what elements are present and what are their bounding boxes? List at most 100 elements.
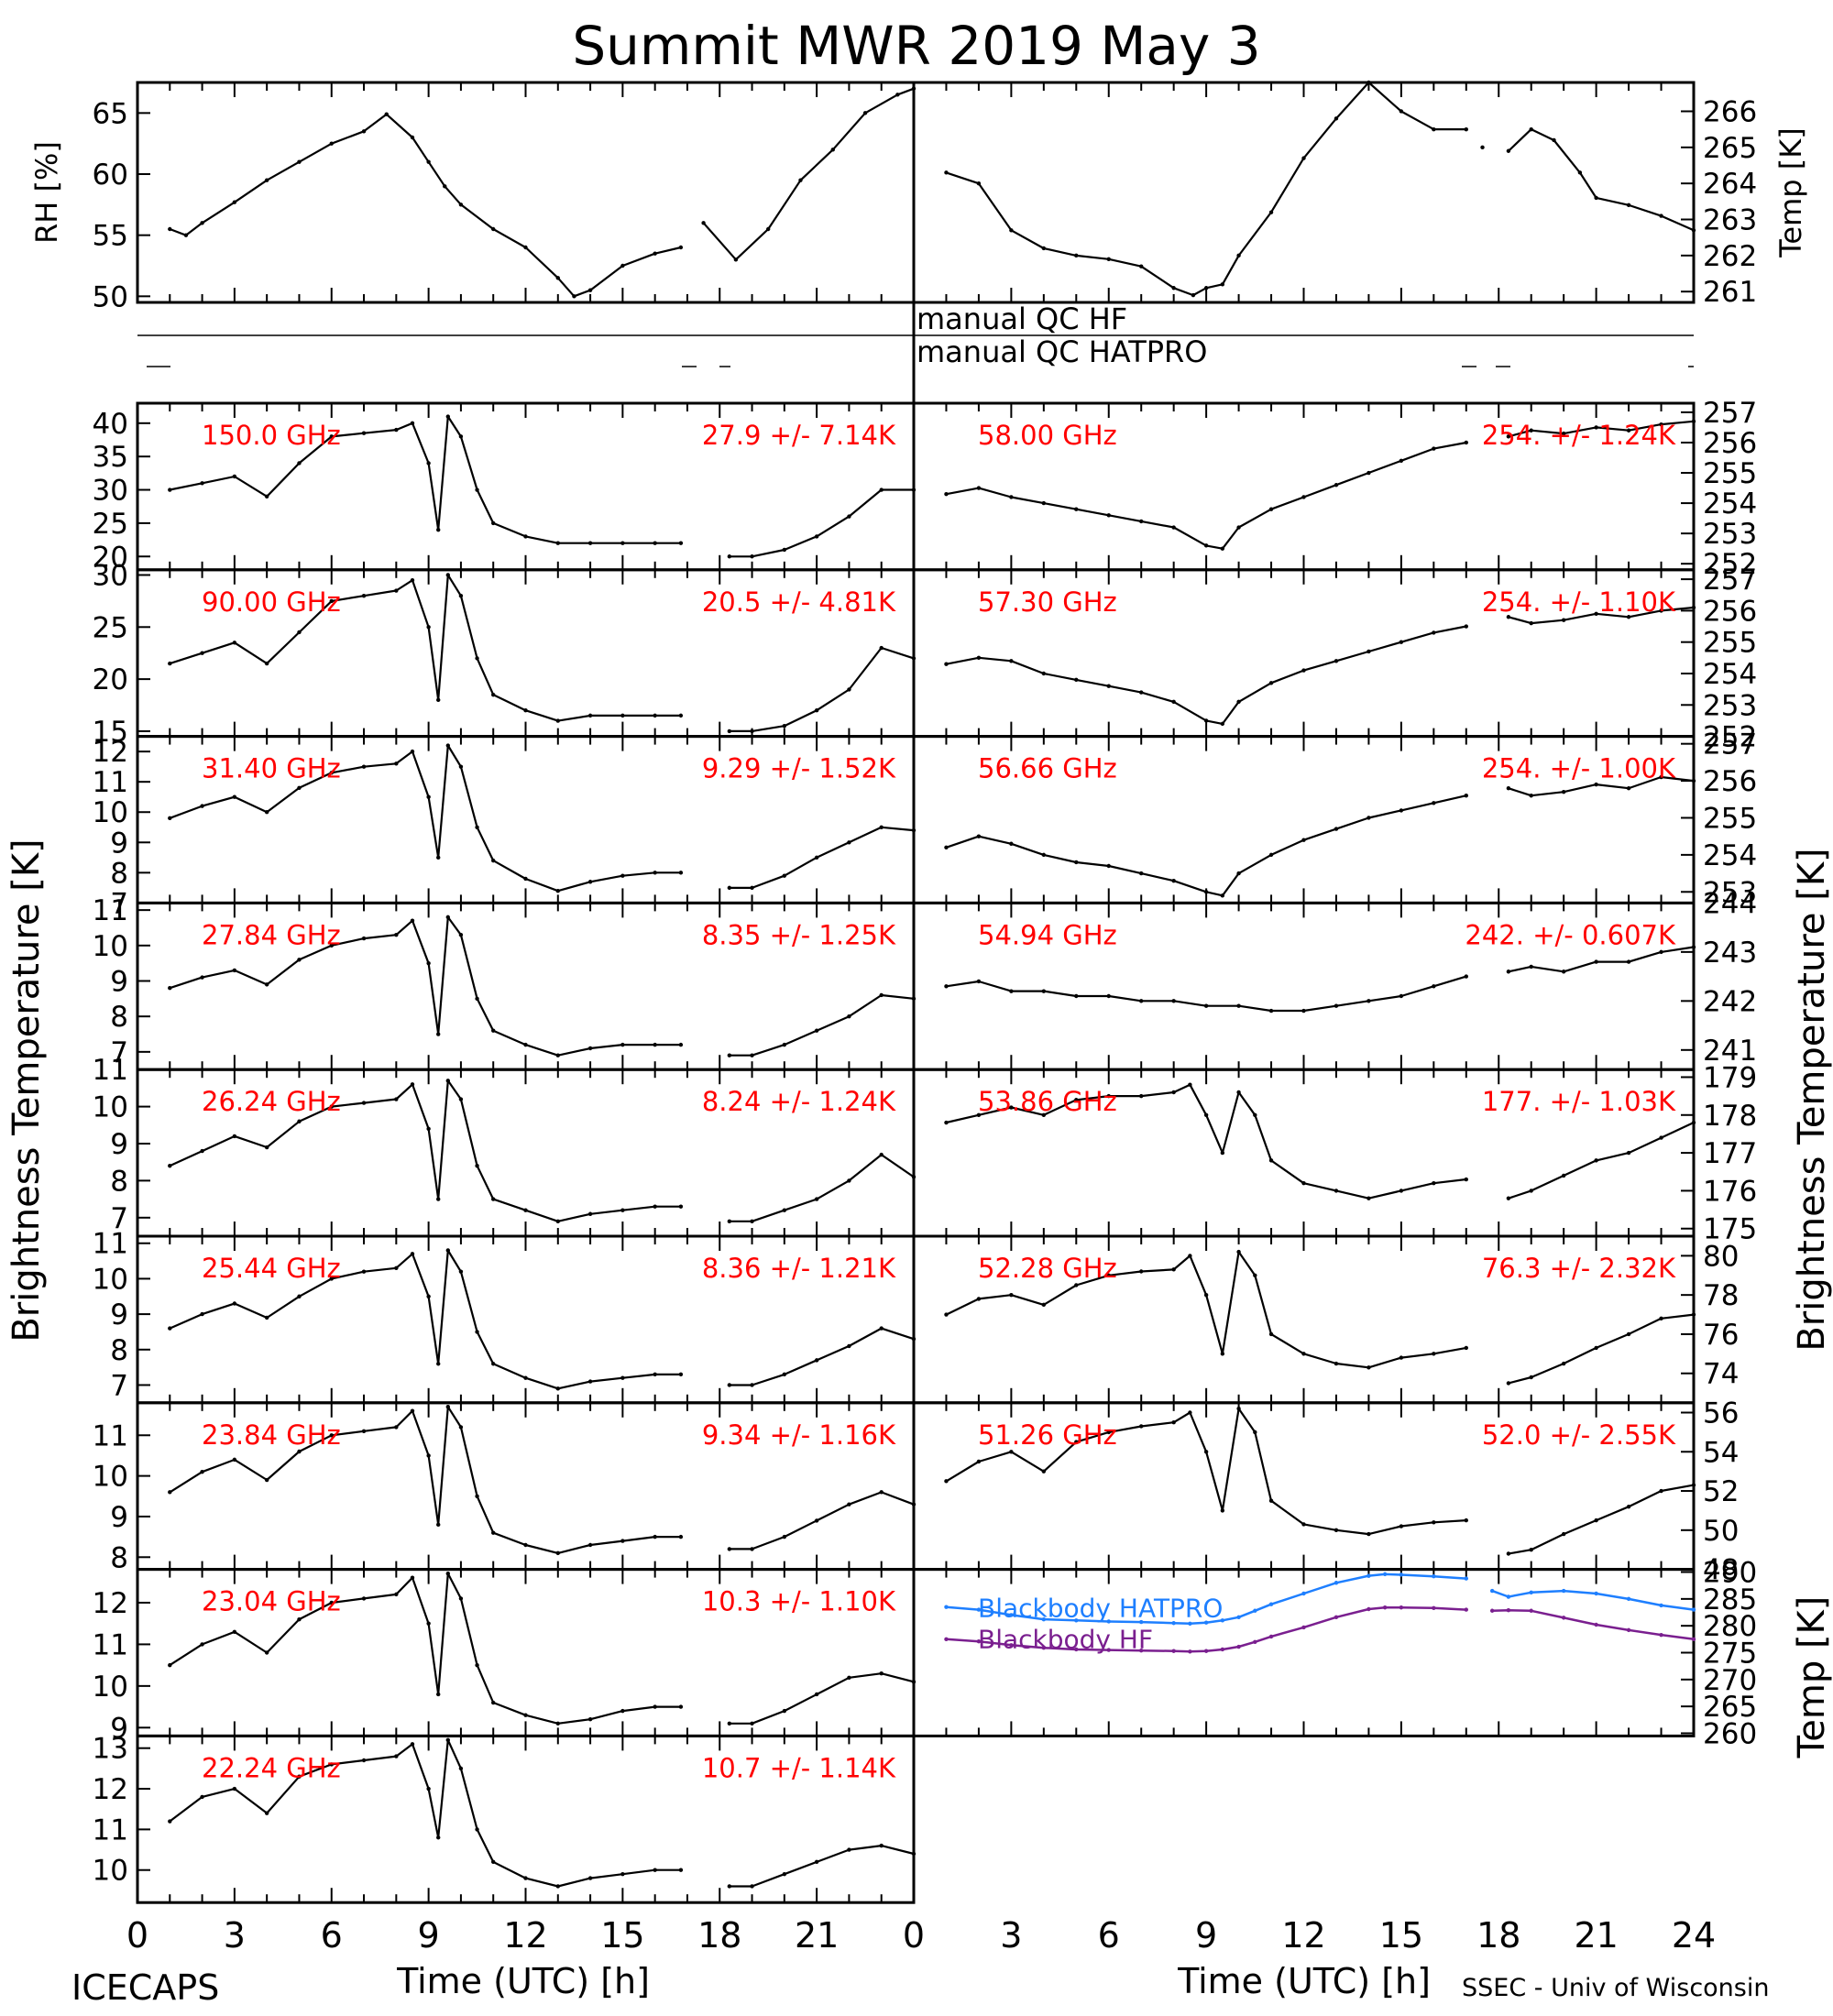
panel-tb-51.26-ytick-label: 52 [1703, 1475, 1739, 1508]
panel-tb-90-ytick-label: 30 [93, 559, 128, 592]
panel-tb-31.40-trace-point [750, 885, 754, 891]
panel-tb-56.66-trace-point [1041, 852, 1047, 858]
panel-tb-31.40-trace-point [297, 785, 302, 790]
panel-tb-31.40-trace-point [445, 743, 450, 748]
panel-blackbody-ytick-label: 260 [1703, 1717, 1757, 1750]
panel-tb-90-trace-point [426, 625, 431, 630]
panel-tb-57.30-trace-point [1203, 718, 1209, 723]
panel-tb-51.26-trace-point [1626, 1504, 1631, 1509]
panel-tb-53.86-trace-point [1301, 1180, 1306, 1186]
panel-tb-90-trace-point [879, 645, 884, 651]
panel-temp-trace-point [1203, 286, 1209, 290]
panel-tb-52.28-trace-point [1139, 1269, 1144, 1274]
panel-tb-23.04-ytick-label: 12 [93, 1587, 128, 1620]
panel-tb-23.04-trace-point [879, 1671, 884, 1676]
panel-tb-57.30-trace-point [976, 655, 982, 661]
panel-tb-23.04-trace-point [200, 1642, 204, 1647]
channel-label: 51.26 GHz [978, 1419, 1117, 1451]
channel-label: 58.00 GHz [978, 420, 1117, 451]
panel-tb-150-trace-point [750, 554, 754, 559]
panel-tb-57.30-trace-point [1139, 690, 1144, 695]
panel-tb-23.04-trace-point [555, 1721, 560, 1726]
panel-tb-25.44-trace [729, 1327, 915, 1386]
panel-tb-26.24-ytick-label: 7 [110, 1202, 128, 1235]
panel-tb-26.24-trace-point [458, 1097, 464, 1101]
panel-tb-57.30-trace-point [1171, 699, 1176, 705]
panel-tb-58.00-trace-point [1691, 419, 1696, 424]
panel-tb-25.44-trace-point [168, 1326, 172, 1331]
panel-tb-22.24-trace-point [232, 1786, 237, 1791]
channel-label: 26.24 GHz [202, 1086, 341, 1117]
panel-tb-58.00-trace-point [1301, 495, 1306, 499]
panel-tb-51.26-trace-point [944, 1479, 949, 1484]
panel-rh-trace-point [491, 226, 496, 232]
panel-tb-90-trace-point [491, 692, 496, 697]
x-tick-label-right: 3 [1000, 1915, 1022, 1956]
panel-rh-trace-point [426, 159, 431, 164]
panel-tb-52.28-trace-point [1220, 1352, 1225, 1356]
panel-tb-27.84-trace [729, 993, 915, 1057]
panel-tb-26.24-trace-point [297, 1119, 302, 1123]
panel-tb-31.40-trace-point [620, 873, 625, 878]
panel-rh-trace-point [443, 184, 447, 189]
stats-label: 254. +/- 1.00K [1482, 753, 1676, 784]
panel-tb-23.84-trace-point [750, 1547, 754, 1551]
panel-rh-trace-point [264, 178, 269, 182]
panel-blackbody-series-1-point [1188, 1649, 1192, 1654]
panel-tb-23.04-trace-point [491, 1700, 496, 1705]
panel-tb-25.44-trace-point [523, 1375, 528, 1380]
x-tick-label-right: 18 [1476, 1915, 1520, 1956]
panel-tb-58.00-ytick-label: 255 [1703, 457, 1757, 490]
panel-blackbody-series-1-point [1334, 1615, 1339, 1619]
panel-tb-150-trace-point [782, 547, 787, 553]
panel-temp-trace-point [1464, 126, 1468, 132]
panel-temp-trace-point [1171, 286, 1176, 290]
panel-tb-90-trace-point [297, 630, 302, 635]
panel-tb-52.28-ytick-label: 78 [1703, 1279, 1739, 1312]
panel-tb-58.00-trace-point [1659, 422, 1663, 427]
panel-tb-22.24-trace-point [426, 1786, 431, 1791]
panel-blackbody-series-1-point [976, 1638, 982, 1644]
panel-blackbody-series-0 [1491, 1589, 1695, 1611]
panel-tb-56.66-trace-point [1691, 778, 1696, 783]
panel-tb-22.24-ytick-label: 11 [93, 1813, 128, 1846]
panel-blackbody-series-0-point [1203, 1620, 1209, 1625]
panel-tb-31.40-trace-point [329, 771, 334, 775]
panel-tb-57.30-ytick-label: 256 [1703, 595, 1757, 628]
panel-tb-23.84-trace-point [200, 1469, 204, 1474]
channel-label: 57.30 GHz [978, 586, 1117, 618]
panel-tb-23.04-trace-point [458, 1596, 464, 1601]
panel-tb-56.66-trace-point [1399, 808, 1404, 813]
stats-label: 254. +/- 1.24K [1482, 420, 1676, 451]
panel-tb-25.44-trace-point [750, 1383, 754, 1387]
panel-tb-25.44-trace-point [436, 1362, 441, 1366]
panel-blackbody-series-0-point [1432, 1574, 1436, 1579]
panel-tb-54.94-trace-point [1691, 945, 1696, 949]
panel-tb-26.24-trace-point [653, 1204, 657, 1209]
panel-tb-53.86-trace-point [1334, 1189, 1339, 1193]
panel-temp-trace-point [1529, 126, 1533, 132]
channel-label: 22.24 GHz [202, 1752, 341, 1783]
panel-tb-57.30-trace-point [1041, 671, 1047, 676]
panel-tb-26.24-trace-point [523, 1208, 528, 1212]
panel-tb-90-trace-point [653, 713, 657, 718]
panel-tb-150-trace-point [410, 421, 415, 426]
stats-label: 254. +/- 1.10K [1482, 586, 1676, 618]
channel-label: 23.04 GHz [202, 1586, 341, 1617]
panel-tb-53.86-trace-point [1236, 1090, 1241, 1095]
panel-tb-23.04-trace-point [727, 1721, 732, 1726]
panel-temp-trace-point [1268, 210, 1274, 214]
panel-tb-57.30-trace-point [1432, 630, 1436, 635]
panel-tb-23.04-ytick-label: 11 [93, 1628, 128, 1661]
panel-tb-26.24-ytick-label: 10 [93, 1091, 128, 1124]
panel-tb-150-trace-point [555, 541, 560, 545]
chart-title: Summit MWR 2019 May 3 [572, 15, 1260, 77]
x-tick-label-left: 6 [321, 1915, 343, 1956]
panel-tb-51.26-ytick-label: 56 [1703, 1397, 1739, 1430]
panel-tb-56.66-trace-point [1236, 871, 1241, 876]
panel-rh-trace-point [200, 221, 204, 225]
stats-label: 9.34 +/- 1.16K [702, 1419, 896, 1451]
panel-tb-23.84-trace-point [168, 1490, 172, 1495]
panel-tb-56.66-trace-point [1334, 827, 1339, 831]
